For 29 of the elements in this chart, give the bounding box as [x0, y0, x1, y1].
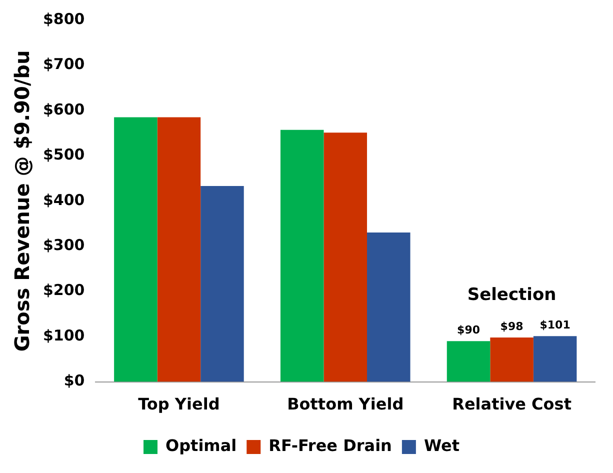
bar: [446, 341, 490, 382]
y-tick-label: $700: [43, 55, 85, 74]
x-tick-label: Top Yield: [138, 394, 220, 414]
y-tick-label: $0: [64, 372, 85, 390]
bar: [367, 232, 410, 382]
y-tick-label: $600: [43, 100, 85, 118]
bar: [490, 337, 534, 382]
bar: [157, 117, 201, 382]
y-tick-label: $300: [43, 236, 85, 254]
bar: [114, 117, 158, 382]
y-tick-label: $500: [43, 146, 85, 164]
bar: [280, 130, 324, 382]
y-tick-label: $100: [43, 326, 85, 344]
data-label: $98: [500, 320, 524, 333]
x-tick-label: Bottom Yield: [287, 394, 404, 414]
x-tick-label: Relative Cost: [452, 394, 572, 414]
bar: [324, 132, 368, 382]
bar: [533, 336, 577, 382]
legend-label: RF-Free Drain: [268, 436, 392, 456]
data-label: $90: [457, 323, 480, 336]
legend-label: Wet: [424, 436, 460, 456]
y-axis-title: Gross Revenue @ $9.90/bu: [10, 50, 34, 352]
annotation: Selection: [467, 285, 556, 306]
data-label: $101: [540, 318, 570, 332]
y-tick-label: $200: [43, 281, 85, 300]
y-tick-label: $400: [43, 190, 85, 209]
y-tick-label: $800: [43, 10, 85, 28]
legend-label: Optimal: [165, 436, 237, 456]
bar: [200, 186, 244, 382]
